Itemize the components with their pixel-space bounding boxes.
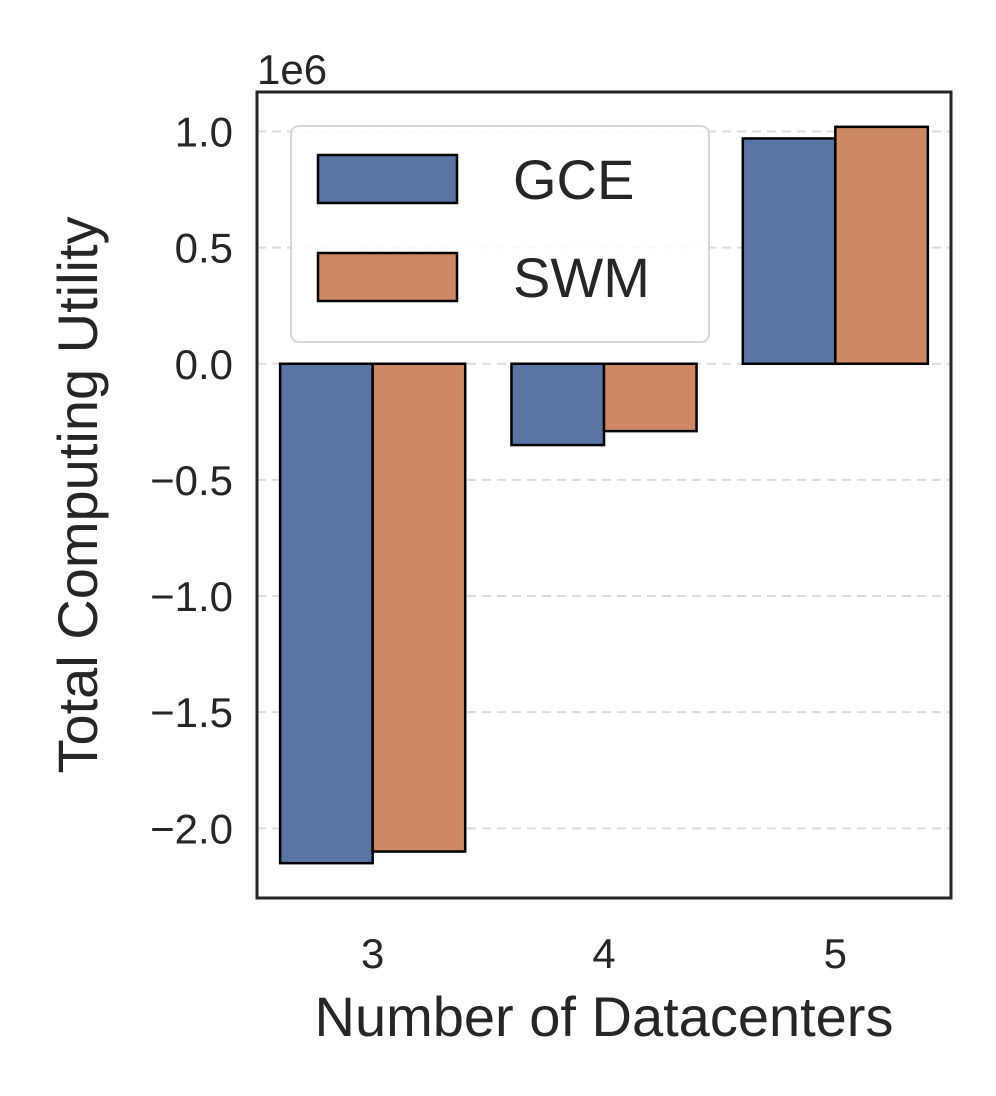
x-tick-labels: 3 4 5 xyxy=(361,930,847,977)
y-axis-label: Total Computing Utility xyxy=(46,216,109,773)
legend-label-gce: GCE xyxy=(513,148,634,211)
bar-gce-5 xyxy=(741,137,837,366)
y-tick-label: 0.0 xyxy=(175,341,233,388)
x-tick-label: 5 xyxy=(824,930,847,977)
legend-swatch-swm xyxy=(316,251,459,303)
y-offset-label: 1e6 xyxy=(257,46,327,93)
bar-gce-4 xyxy=(510,362,606,447)
legend: GCE SWM xyxy=(290,125,710,343)
y-tick-label: −2.0 xyxy=(150,805,233,852)
bar-swm-5 xyxy=(834,125,930,366)
legend-swatch-gce xyxy=(316,153,459,205)
bar-gce-3 xyxy=(278,362,374,865)
y-tick-label: −1.0 xyxy=(150,573,233,620)
bar-swm-3 xyxy=(371,362,467,853)
y-tick-label: 1.0 xyxy=(175,108,233,155)
y-tick-label: −1.5 xyxy=(150,689,233,736)
x-axis-label: Number of Datacenters xyxy=(315,985,894,1048)
bar-swm-4 xyxy=(602,362,698,433)
x-tick-label: 3 xyxy=(361,930,384,977)
y-tick-labels: −2.0 −1.5 −1.0 −0.5 0.0 0.5 1.0 xyxy=(150,108,233,852)
y-tick-label: 0.5 xyxy=(175,225,233,272)
bars xyxy=(278,125,930,865)
legend-label-swm: SWM xyxy=(513,246,650,309)
x-tick-label: 4 xyxy=(592,930,615,977)
plot-frame xyxy=(255,90,953,900)
y-tick-label: −0.5 xyxy=(150,457,233,504)
